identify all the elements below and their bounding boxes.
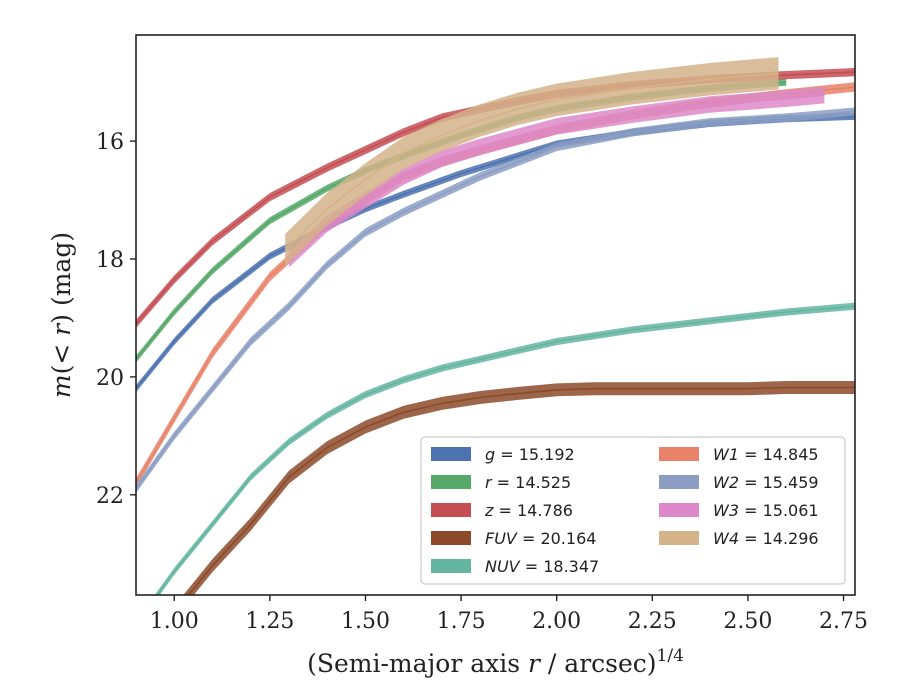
y-tick-label: 22 (96, 484, 124, 509)
legend-item: W4 = 14.296 (659, 529, 819, 548)
series-line (187, 386, 855, 595)
legend-swatch (659, 503, 699, 517)
legend-label: W1 = 14.845 (713, 445, 819, 464)
legend-label: W4 = 14.296 (713, 529, 819, 548)
legend-item: r = 14.525 (431, 473, 571, 492)
legend-label: z = 14.786 (484, 501, 573, 520)
series-w3 (288, 86, 825, 268)
legend-swatch (431, 503, 471, 517)
legend-swatch (659, 531, 699, 545)
series-line (136, 110, 855, 490)
legend-label: W2 = 15.459 (713, 473, 819, 492)
series-line (288, 94, 825, 260)
legend-swatch (431, 559, 471, 573)
y-axis-label: m(< r) (mag) (47, 232, 76, 398)
x-axis: 1.00 1.25 1.50 1.75 2.00 2.25 2.50 2.75 (150, 595, 868, 634)
legend-item: W2 = 15.459 (659, 473, 819, 492)
legend-item: FUV = 20.164 (431, 529, 596, 548)
legend-item: W1 = 14.845 (659, 445, 819, 464)
series-line (284, 72, 779, 251)
series-band (136, 112, 855, 393)
x-tick-label: 2.50 (723, 609, 772, 634)
y-tick-label: 16 (96, 130, 124, 155)
legend-swatch (431, 531, 471, 545)
series-band (289, 86, 825, 268)
legend-item: z = 14.786 (431, 501, 573, 520)
x-tick-label: 2.00 (532, 609, 581, 634)
plot-area (136, 57, 855, 595)
legend: g = 15.192 r = 14.525 z = 14.786 FUV = 20.1… (420, 436, 846, 585)
y-tick-label: 18 (96, 248, 124, 273)
legend-label: NUV = 18.347 (485, 557, 599, 576)
legend-item: NUV = 18.347 (431, 557, 599, 576)
series-fuv (183, 381, 855, 595)
legend-swatch (431, 475, 471, 489)
series-line (156, 305, 855, 595)
legend-swatch (431, 447, 471, 461)
x-tick-label: 1.50 (341, 609, 390, 634)
legend-box (420, 436, 846, 585)
legend-label: W3 = 15.061 (713, 501, 819, 520)
legend-label: FUV = 20.164 (485, 529, 596, 548)
series-nuv (154, 302, 855, 595)
legend-item: W3 = 15.061 (659, 501, 819, 520)
legend-item: g = 15.192 (431, 445, 575, 464)
y-axis: 16 18 20 22 (96, 130, 136, 509)
x-tick-label: 1.00 (150, 609, 199, 634)
legend-swatch (659, 475, 699, 489)
legend-swatch (659, 447, 699, 461)
x-tick-label: 1.75 (437, 609, 486, 634)
x-tick-label: 1.25 (245, 609, 294, 634)
x-tick-label: 2.75 (819, 609, 868, 634)
x-axis-label: (Semi-major axis r / arcsec)1/4 (307, 646, 684, 678)
series-w4 (284, 57, 779, 267)
plot-frame (135, 34, 856, 596)
legend-label: g = 15.192 (485, 445, 575, 464)
series-w2 (136, 107, 855, 493)
y-tick-label: 20 (96, 366, 124, 391)
x-tick-label: 2.25 (628, 609, 677, 634)
legend-label: r = 14.525 (485, 473, 571, 492)
